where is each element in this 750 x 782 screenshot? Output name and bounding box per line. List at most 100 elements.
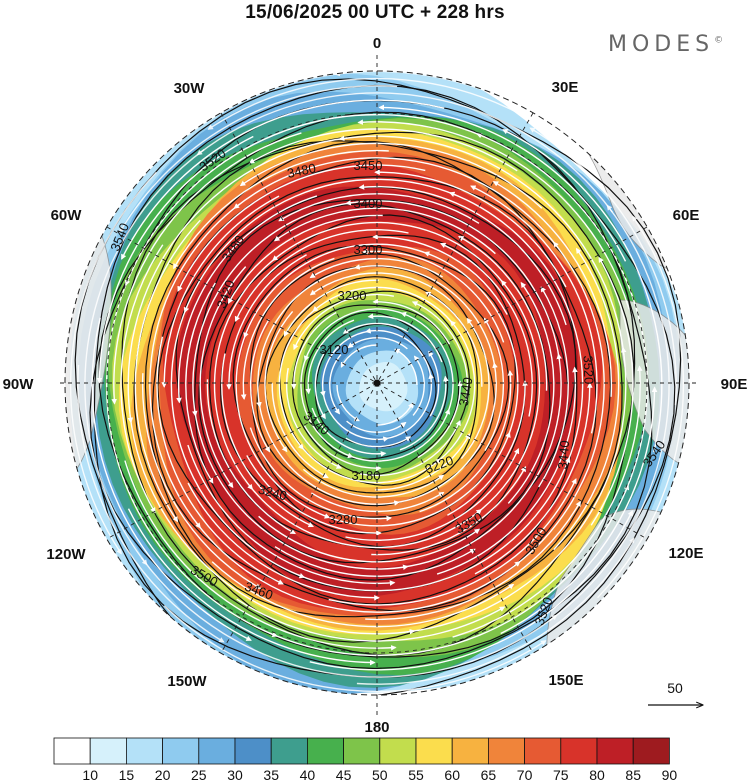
lon-label-30e: 30E (552, 79, 579, 96)
wind-streamline (428, 350, 440, 417)
wind-streamline (195, 521, 521, 613)
wind-streamline (187, 482, 380, 601)
wind-streamline (213, 256, 278, 490)
wind-streamline (356, 537, 635, 685)
wind-streamline (235, 333, 331, 519)
colorbar-swatch (306, 737, 344, 765)
wind-streamline (134, 219, 201, 523)
wind-streamline (320, 330, 368, 397)
wind-streamline (91, 317, 252, 641)
wind-streamline (423, 251, 519, 437)
wind-streamline (452, 365, 643, 638)
wind-streamline (258, 403, 400, 506)
wind-streamline (119, 85, 398, 233)
wind-streamline (161, 195, 280, 388)
wind-streamline (211, 561, 515, 628)
wind-streamline (69, 171, 157, 555)
wind-streamline (121, 99, 445, 260)
wind-streamline (236, 598, 506, 642)
contour-label: 3120 (320, 342, 349, 357)
colorbar-swatch (596, 737, 634, 765)
wind-streamline (129, 414, 416, 635)
colorbar-tick-label: 20 (155, 767, 171, 782)
wind-streamline (425, 291, 483, 387)
wind-streamline (194, 410, 409, 571)
wind-streamline (77, 364, 225, 643)
colorbar-swatch (343, 737, 381, 765)
height-contour-line (121, 131, 635, 656)
wind-streamlines (65, 71, 689, 695)
wind-streamline (372, 234, 508, 315)
wind-streamline (553, 247, 620, 551)
wind-streamline (248, 128, 518, 172)
wind-streamline (227, 214, 383, 304)
colorbar-tick-label: 80 (589, 767, 605, 782)
wind-speed-field (65, 71, 689, 695)
wind-streamline (419, 369, 514, 513)
colorbar-tick-label: 35 (263, 767, 279, 782)
wind-streamline (248, 484, 482, 549)
wind-streamline (273, 207, 496, 255)
contour-label: 3280 (329, 512, 358, 527)
lon-label-120w: 120W (46, 546, 86, 563)
wind-streamline (298, 456, 571, 592)
wind-streamline (191, 202, 352, 417)
wind-streamline (328, 478, 577, 606)
colorbar-swatch (53, 737, 91, 765)
lon-label-60w: 60W (51, 207, 83, 224)
wind-streamline (507, 281, 555, 504)
contour-label: 3440 (456, 376, 476, 407)
wind-streamline (234, 229, 409, 323)
colorbar-tick-label: 65 (481, 767, 497, 782)
wind-streamline (386, 373, 434, 440)
wind-streamline (272, 221, 506, 286)
wind-streamline (447, 380, 528, 516)
wind-streamline (177, 164, 426, 292)
colorbar-tick-label: 60 (444, 767, 460, 782)
wind-streamline (411, 301, 469, 403)
brand-logo: MODES© (608, 32, 723, 57)
colorbar-swatch (487, 737, 525, 765)
colorbar-tick-label: 40 (300, 767, 316, 782)
wind-streamline (163, 605, 547, 693)
wind-streamline (365, 500, 581, 621)
lon-label-90w: 90W (3, 376, 35, 393)
wind-streamline (597, 215, 685, 599)
wind-streamline (249, 427, 393, 522)
wind-streamline (367, 313, 443, 363)
lon-label-30w: 30W (174, 80, 206, 97)
colorbar-tick-label: 55 (408, 767, 424, 782)
contour-label: 3180 (352, 468, 381, 483)
wind-streamline (185, 282, 216, 484)
wind-streamline (513, 241, 605, 567)
wind-streamline (207, 77, 591, 165)
height-contour-line (220, 234, 526, 548)
height-contour-line (232, 245, 516, 535)
colorbar-swatch (89, 737, 127, 765)
height-contour-line (304, 311, 449, 460)
wind-streamline (290, 311, 337, 390)
colorbar-tick-label: 45 (336, 767, 352, 782)
wind-streamline (300, 358, 354, 459)
wind-streamline (300, 446, 442, 484)
colorbar-swatch (126, 737, 164, 765)
colorbar-swatch (524, 737, 562, 765)
wind-streamline (187, 444, 396, 586)
brand-name: MODES (608, 32, 715, 57)
wind-streamline (460, 317, 490, 460)
wind-streamline (271, 383, 329, 479)
wind-streamline (303, 308, 404, 362)
wind-streamline (314, 353, 326, 420)
colorbar-tick-label: 85 (625, 767, 641, 782)
wind-streamline (474, 382, 593, 575)
wind-streamline (400, 311, 454, 412)
wind-streamline (378, 104, 627, 262)
wind-streamline (402, 353, 563, 568)
contour-label: 3240 (257, 482, 289, 504)
colorbar-tick-label: 10 (82, 767, 98, 782)
wind-streamline (96, 135, 254, 384)
wind-streamline (226, 254, 307, 390)
contour-label: 3400 (354, 196, 383, 211)
reference-vector: 50 (648, 680, 702, 705)
